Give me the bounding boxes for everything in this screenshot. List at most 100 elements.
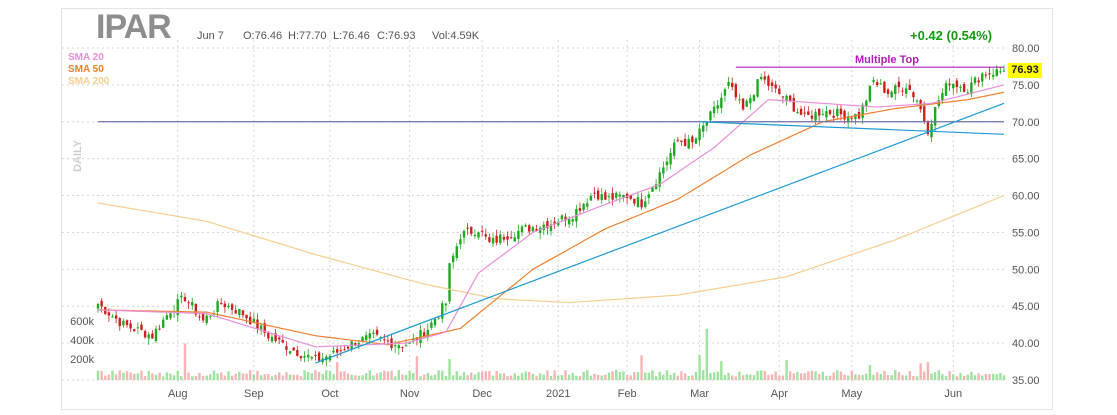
candle-body	[618, 194, 622, 197]
candle-body	[658, 172, 661, 187]
multiple-top-label: Multiple Top	[855, 54, 919, 66]
volume-bar	[346, 373, 350, 380]
volume-bar	[325, 370, 328, 380]
volume-bar	[647, 372, 651, 380]
candle-body	[673, 142, 676, 156]
candle-body	[223, 303, 227, 308]
volume-bar	[962, 375, 966, 380]
candle-body	[662, 167, 665, 174]
volume-bar	[441, 370, 444, 380]
candle-body	[952, 83, 955, 89]
legend-sma-200: SMA 200	[68, 76, 110, 87]
candle-body	[455, 246, 458, 258]
volume-bar	[267, 373, 270, 380]
volume-bar	[104, 375, 107, 380]
volume-bar	[586, 370, 589, 380]
candle-body	[292, 347, 295, 351]
candle-body	[846, 116, 850, 123]
candle-body	[915, 100, 919, 102]
volume-bar	[883, 370, 886, 380]
volume-bar	[122, 372, 125, 380]
volume-bar	[618, 372, 622, 380]
candle-body	[770, 82, 774, 86]
candle-body	[546, 221, 549, 229]
candle-body	[549, 224, 553, 232]
candle-body	[999, 71, 1002, 73]
volume-bar	[274, 374, 277, 380]
candle-body	[299, 356, 303, 359]
volume-bar	[966, 374, 969, 380]
candle-body	[241, 310, 245, 316]
candle-body	[676, 139, 680, 141]
volume-bar	[256, 370, 259, 380]
candle-body	[459, 239, 462, 245]
volume-bar	[571, 373, 574, 380]
volume-bar	[118, 370, 121, 380]
volume-bar	[633, 371, 636, 380]
candle-body	[785, 95, 788, 101]
resistance-trendline	[699, 121, 1005, 135]
candle-body	[281, 340, 285, 343]
x-tick-label: Apr	[771, 388, 788, 400]
candle-body	[535, 228, 538, 231]
volume-bar	[919, 363, 922, 380]
volume-bar	[991, 373, 995, 380]
volume-bar	[401, 374, 404, 380]
volume-bar	[172, 375, 176, 380]
candle-body	[314, 354, 317, 356]
x-tick-label: Dec	[472, 388, 492, 400]
candle-body	[814, 111, 817, 121]
candle-body	[763, 76, 767, 80]
candle-body	[745, 100, 748, 107]
volume-bar	[988, 374, 991, 380]
volume-bar	[212, 370, 216, 380]
candle-body	[310, 356, 314, 359]
candle-body	[553, 221, 556, 225]
candle-body	[687, 138, 690, 149]
candle-body	[894, 85, 897, 94]
volume-bar	[825, 376, 828, 380]
candle-body	[788, 95, 792, 102]
volume-bar	[100, 371, 103, 380]
volume-bar	[995, 374, 998, 380]
volume-bar	[245, 373, 248, 380]
volume-bar	[354, 375, 357, 380]
volume-bar	[263, 374, 266, 380]
candle-body	[368, 333, 371, 339]
candle-body	[589, 195, 593, 201]
volume-bar	[451, 375, 455, 380]
volume-bar	[636, 372, 640, 380]
volume-bar	[810, 370, 814, 380]
candle-body	[636, 197, 640, 208]
candle-body	[422, 332, 426, 337]
volume-bar	[216, 373, 219, 380]
candle-body	[335, 349, 339, 353]
candle-body	[118, 318, 121, 327]
volume-bar	[455, 371, 458, 380]
candle-body	[111, 316, 114, 318]
candle-body	[379, 337, 382, 339]
volume-bar	[147, 371, 150, 380]
candle-body	[792, 97, 796, 112]
candle-body	[520, 226, 524, 233]
volume-bar	[676, 375, 680, 380]
candle-body	[361, 337, 364, 342]
candle-body	[680, 140, 683, 142]
candle-body	[586, 203, 589, 207]
candle-body	[466, 227, 469, 229]
candle-body	[734, 84, 738, 98]
volume-bar	[484, 371, 487, 380]
volume-bar	[238, 371, 241, 380]
volume-bar	[372, 375, 375, 380]
volume-bar	[310, 373, 314, 380]
candle-body	[296, 349, 299, 356]
volume-bar	[393, 376, 397, 380]
volume-bar	[557, 375, 560, 380]
volume-bar	[357, 375, 361, 380]
candle-body	[415, 337, 419, 341]
candle-body	[832, 115, 835, 118]
candle-body	[238, 308, 241, 316]
volume-bar	[912, 375, 915, 380]
candle-body	[143, 331, 147, 338]
